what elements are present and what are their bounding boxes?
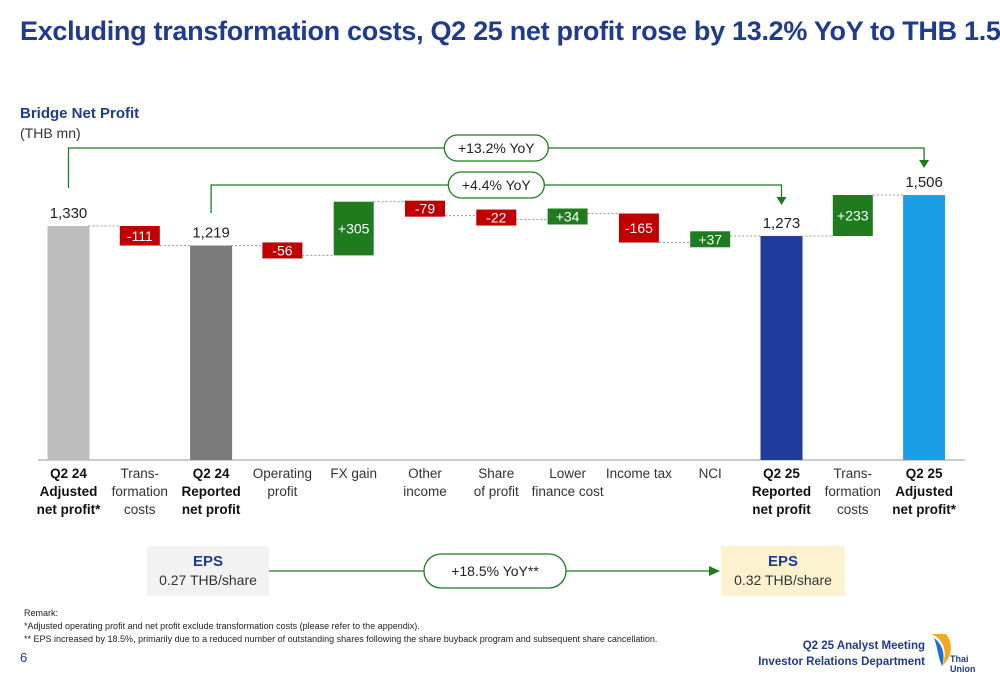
footer-event: Q2 25 Analyst Meeting [802,640,925,652]
category-label-2: Reported [181,484,240,499]
category-label-12: net profit* [892,502,956,517]
data-label-6: -22 [486,210,506,226]
category-label-11: Trans- [834,466,873,481]
category-label-7: Lower [549,466,586,481]
page-number: 6 [20,650,28,665]
category-label-10: Reported [752,484,811,499]
bar-total-2 [190,245,233,460]
remarks: Remark: *Adjusted operating profit and n… [24,607,657,646]
data-label-10: 1,273 [763,215,801,232]
footer: Q2 25 Analyst Meeting Investor Relations… [758,638,925,670]
category-label-12: Q2 25 [906,466,943,481]
category-label-3: Operating [253,466,312,481]
category-label-6: of profit [474,484,519,499]
data-label-3: -56 [272,242,292,258]
category-label-11: costs [837,502,869,517]
chart-unit: (THB mn) [20,125,81,141]
bar-delta-3 [262,242,303,259]
data-label-2: 1,219 [192,225,230,242]
category-label-7: finance cost [532,484,604,499]
category-label-12: Adjusted [895,484,953,499]
bar-delta-1 [119,226,160,246]
bar-delta-7 [547,208,588,225]
bar-delta-9 [690,231,731,248]
bar-total-12 [903,195,946,460]
data-label-9: +37 [698,231,722,247]
data-label-12: 1,506 [905,174,943,191]
growth-label-1: +4.4% YoY [462,177,532,193]
eps-value: 0.32 THB/share [734,572,832,588]
chart-subtitle: Bridge Net Profit [20,105,140,122]
data-label-1: -111 [127,228,153,244]
category-label-9: NCI [699,466,722,481]
remarks-line-2: ** EPS increased by 18.5%, primarily due… [24,634,658,644]
growth-arrowhead-0 [919,160,930,168]
category-label-3: profit [267,484,297,499]
data-label-0: 1,330 [50,205,88,222]
category-label-6: Share [478,466,514,481]
category-label-1: costs [124,502,156,517]
bar-delta-4 [333,201,374,256]
category-label-11: formation [825,484,881,499]
bar-delta-6 [476,209,517,226]
svg-text:Thai: Thai [950,654,969,664]
category-label-0: Q2 24 [50,466,87,481]
thai-union-logo: Thai Union [932,634,976,674]
page-title: Excluding transformation costs, Q2 25 ne… [20,16,1000,46]
eps-value: 0.27 THB/share [159,572,257,588]
eps-title: EPS [192,553,223,570]
remarks-heading: Remark: [24,608,59,618]
data-label-8: -165 [625,220,653,236]
category-label-2: net profit [182,502,241,517]
svg-text:Union: Union [950,664,976,674]
category-label-1: formation [112,484,168,499]
growth-arrowhead-1 [776,197,787,205]
category-label-10: Q2 25 [763,466,800,481]
category-label-5: Other [408,466,442,481]
eps-growth-label: +18.5% YoY** [451,563,539,579]
category-label-10: net profit [752,502,811,517]
eps-arrow: +18.5% YoY** [269,553,720,589]
category-label-0: net profit* [37,502,101,517]
data-label-11: +233 [837,208,869,224]
bar-total-10 [760,236,803,460]
bar-delta-5 [405,200,445,217]
category-label-4: FX gain [330,466,377,481]
growth-label-0: +13.2% YoY [458,140,535,156]
remarks-line-1: *Adjusted operating profit and net profi… [24,621,420,631]
eps-title: EPS [767,553,798,570]
footer-department: Investor Relations Department [758,656,925,668]
category-label-2: Q2 24 [193,466,230,481]
growth-pill-0 [443,134,549,162]
data-label-5: -79 [415,201,435,217]
eps-box-q2-25: EPS 0.32 THB/share [721,546,845,596]
growth-pill-1 [447,171,545,199]
category-label-0: Adjusted [40,484,98,499]
bar-delta-11 [832,195,873,237]
bar-delta-8 [618,213,659,243]
eps-box-q2-24: EPS 0.27 THB/share [147,546,269,596]
category-label-5: income [403,484,447,499]
waterfall-chart: 1,330 -111 1,219 -56 +305 -79 -22 +34 -165 +37 1,2… [37,134,965,517]
bar-total-0 [47,226,90,460]
category-label-1: Trans- [121,466,160,481]
data-label-4: +305 [338,221,370,237]
category-label-8: Income tax [606,466,672,481]
data-label-7: +34 [556,208,580,224]
